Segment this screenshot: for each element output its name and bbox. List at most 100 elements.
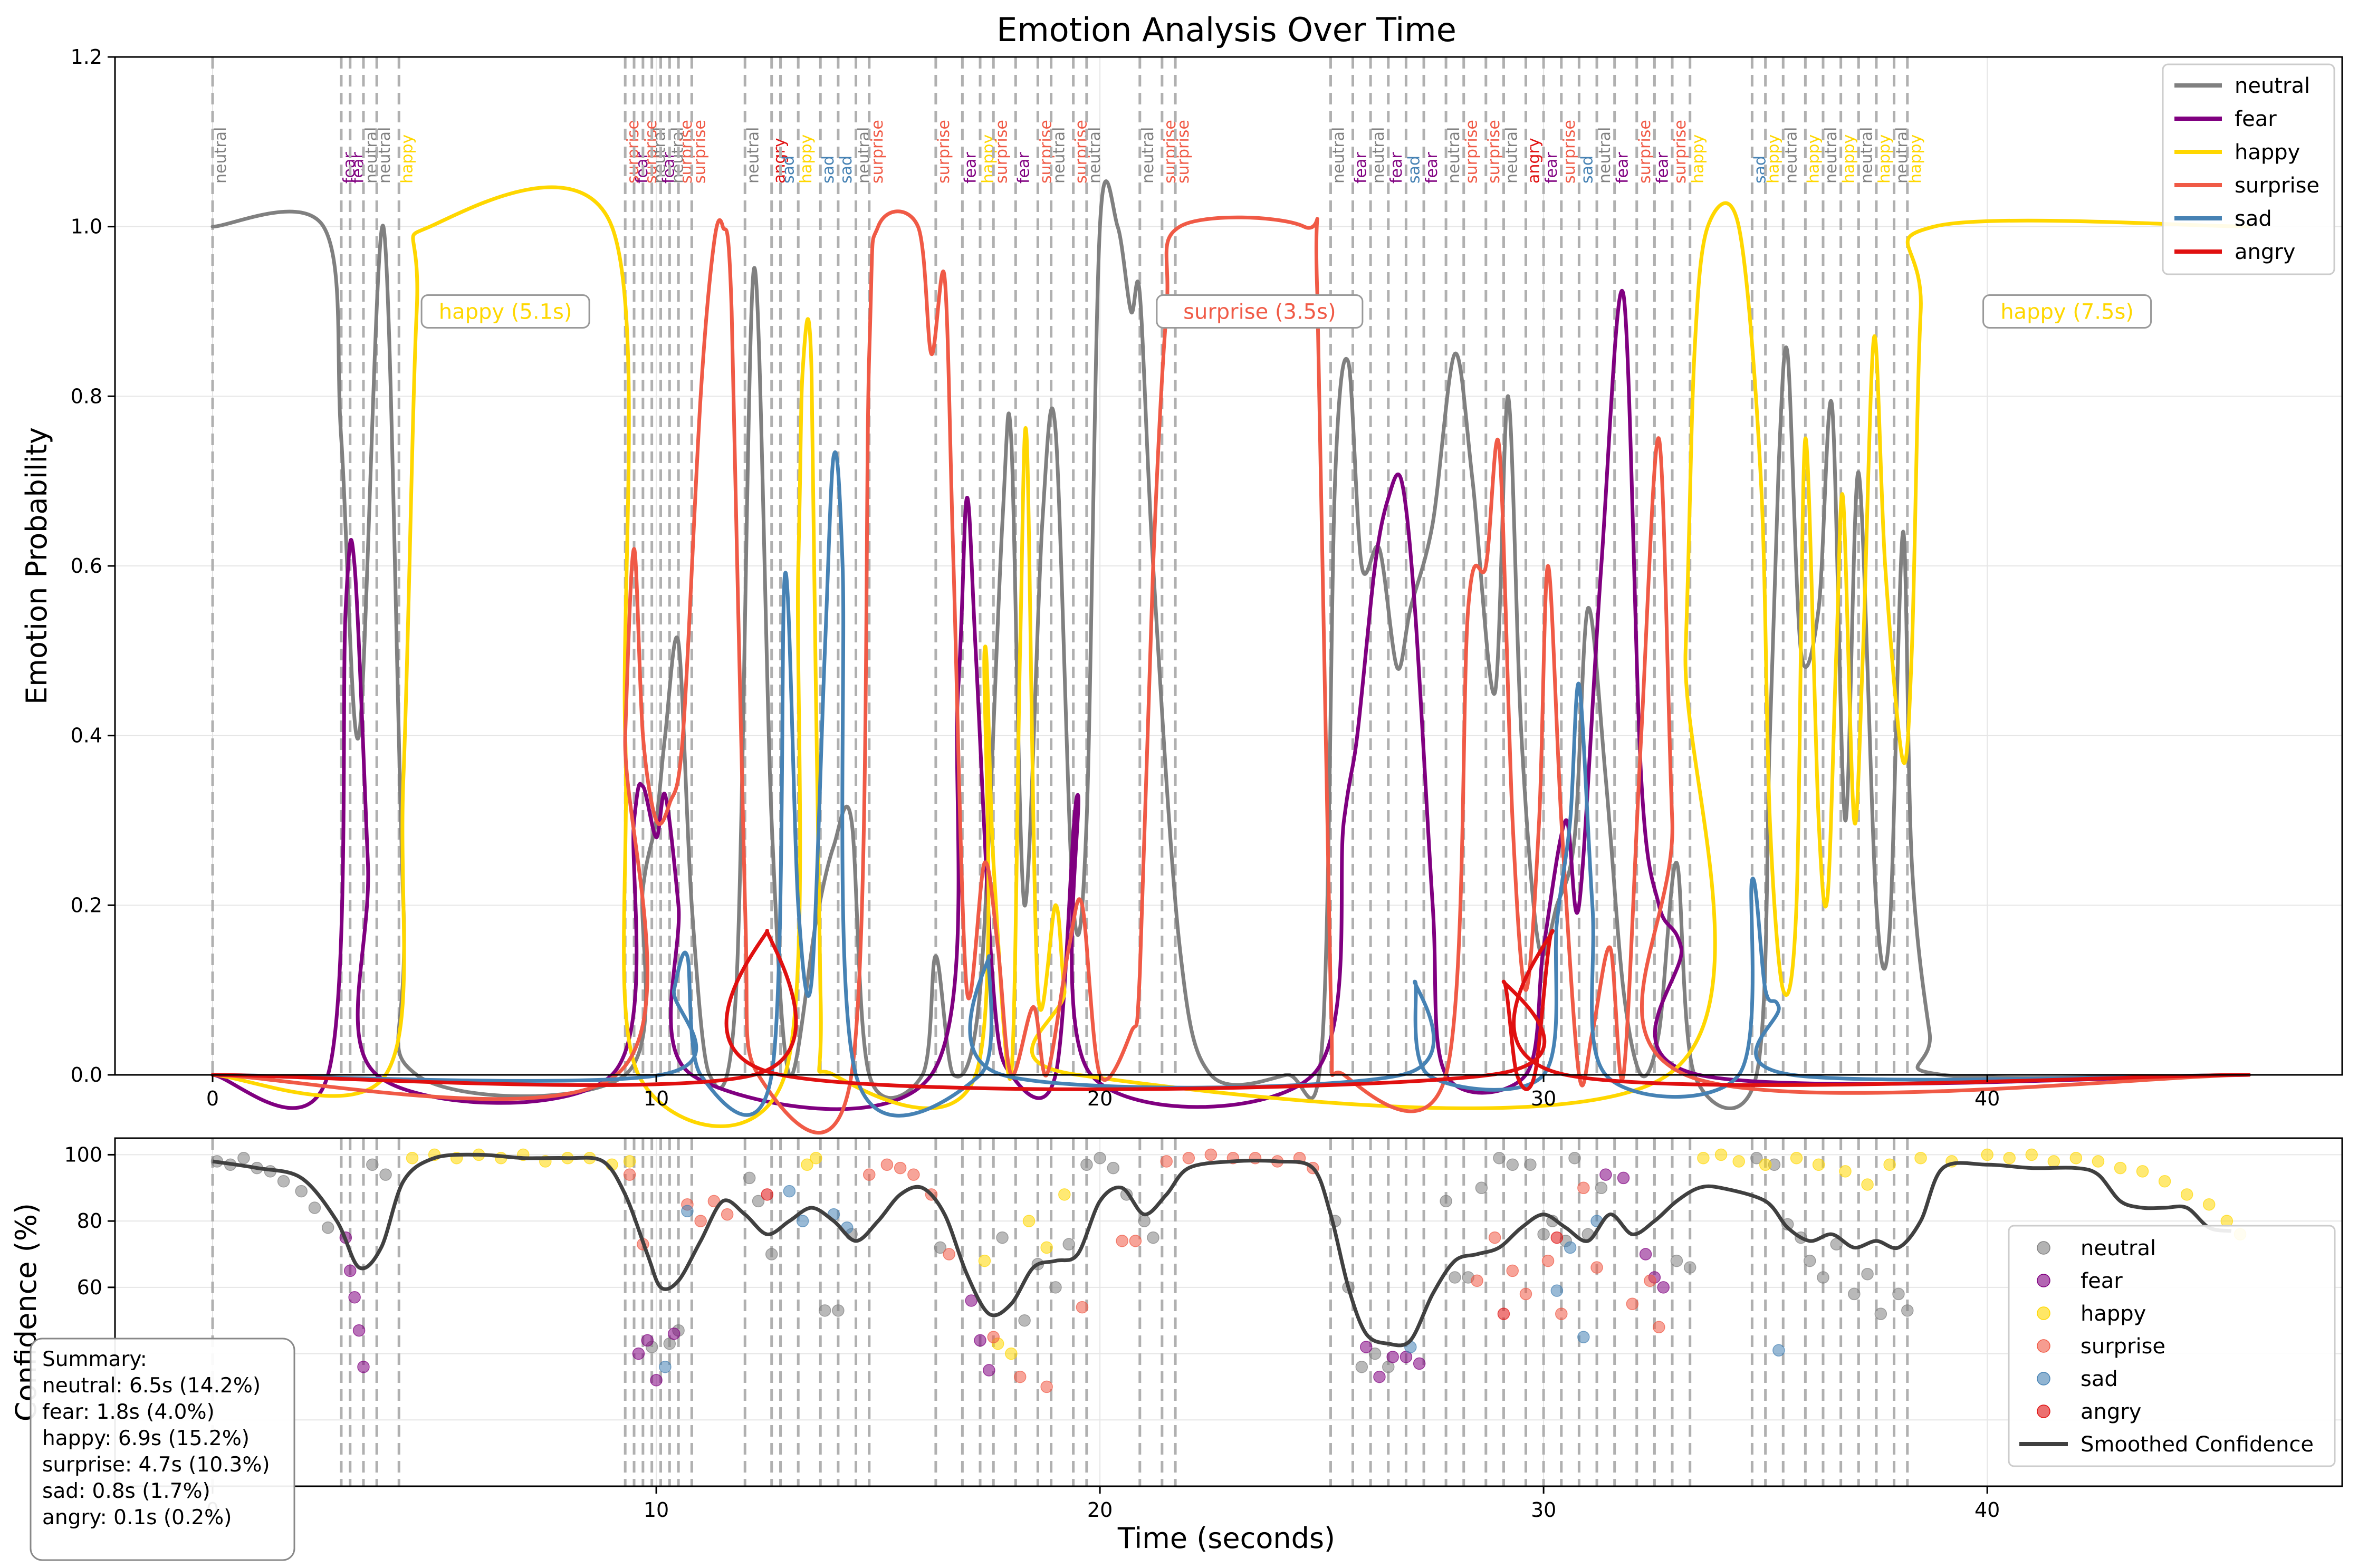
change-marker-label: surprise xyxy=(1463,120,1481,184)
legend-swatch xyxy=(2037,1372,2050,1386)
change-marker-label: happy xyxy=(1875,134,1894,184)
scatter-point-surprise xyxy=(1204,1148,1218,1161)
change-marker-label: surprise xyxy=(1174,120,1193,184)
scatter-point-sad xyxy=(796,1215,809,1227)
scatter-point-neutral xyxy=(934,1241,947,1254)
scatter-point-happy xyxy=(1732,1155,1745,1168)
scatter-point-fear xyxy=(348,1291,361,1304)
scatter-point-fear xyxy=(1657,1281,1670,1294)
scatter-point-fear xyxy=(1386,1351,1399,1363)
scatter-point-neutral xyxy=(1493,1151,1506,1165)
summary-heading: Summary: xyxy=(42,1348,147,1371)
scatter-point-happy xyxy=(2180,1188,2193,1201)
segment-annotations: happy (5.1s) surprise (3.5s) happy (7.5s) xyxy=(420,294,2152,329)
summary-line: surprise: 4.7s (10.3%) xyxy=(42,1453,270,1477)
scatter-point-fear xyxy=(650,1374,663,1387)
scatter-point-happy xyxy=(2047,1155,2060,1168)
scatter-point-neutral xyxy=(1138,1215,1151,1227)
legend-entry-label: angry xyxy=(2235,240,2295,264)
scatter-point-surprise xyxy=(694,1215,707,1227)
legend-swatch xyxy=(2037,1405,2050,1418)
scatter-point-fear xyxy=(1373,1370,1386,1383)
legend-entry-label: neutral xyxy=(2235,74,2310,98)
summary-box: Summary: neutral: 6.5s (14.2%) fear: 1.8… xyxy=(30,1338,295,1561)
top-x-ticks: 0 10 20 30 40 xyxy=(206,1075,2000,1110)
summary-line: sad: 0.8s (1.7%) xyxy=(42,1479,210,1503)
scatter-point-neutral xyxy=(1440,1195,1452,1208)
scatter-point-neutral xyxy=(743,1171,756,1185)
scatter-point-fear xyxy=(667,1327,680,1340)
scatter-point-neutral xyxy=(1892,1287,1905,1301)
scatter-point-angry xyxy=(761,1188,774,1201)
scatter-point-happy xyxy=(2158,1175,2171,1188)
scatter-point-happy xyxy=(1883,1158,1896,1171)
scatter-point-neutral xyxy=(1049,1281,1062,1294)
scatter-point-neutral xyxy=(1147,1231,1159,1244)
scatter-point-neutral xyxy=(366,1158,379,1171)
legend-swatch xyxy=(2037,1241,2050,1255)
segment-annotation-box xyxy=(420,294,590,329)
scatter-point-neutral xyxy=(1368,1347,1382,1360)
scatter-point-surprise xyxy=(1644,1274,1656,1287)
series-line-neutral xyxy=(210,179,2251,1110)
scatter-point-neutral xyxy=(308,1201,321,1214)
scatter-point-neutral xyxy=(1080,1158,1093,1171)
scatter-point-happy xyxy=(1697,1151,1710,1165)
change-marker-label: sad xyxy=(780,156,798,184)
scatter-point-surprise xyxy=(623,1168,636,1181)
scatter-point-neutral xyxy=(379,1168,392,1181)
x-tick-label: 20 xyxy=(1087,1498,1113,1522)
scatter-point-surprise xyxy=(1626,1297,1639,1311)
scatter-point-neutral xyxy=(996,1231,1009,1244)
legend-entry-label: sad xyxy=(2081,1367,2118,1391)
legend-frame xyxy=(2008,1225,2336,1467)
scatter-point-surprise xyxy=(1160,1155,1173,1168)
scatter-point-fear xyxy=(983,1364,995,1377)
scatter-point-surprise xyxy=(1541,1254,1555,1267)
scatter-point-surprise xyxy=(707,1195,721,1208)
change-marker-label: neutral xyxy=(212,127,230,184)
change-marker-label: happy xyxy=(1689,134,1708,184)
scatter-point-happy xyxy=(978,1254,991,1267)
scatter-point-sad xyxy=(1564,1241,1577,1254)
scatter-point-surprise xyxy=(1129,1235,1142,1247)
summary-line: neutral: 6.5s (14.2%) xyxy=(42,1374,261,1398)
scatter-point-happy xyxy=(1861,1178,1874,1191)
change-marker-label: surprise xyxy=(691,120,709,184)
change-marker-label: happy xyxy=(1906,134,1925,184)
change-marker-label: surprise xyxy=(992,120,1011,184)
change-marker-label: fear xyxy=(1423,152,1441,184)
change-marker-label: surprise xyxy=(1485,120,1503,184)
scatter-point-surprise xyxy=(943,1248,955,1261)
y-tick-label: 100 xyxy=(64,1143,102,1166)
segment-annotation-box xyxy=(1156,294,1364,329)
scatter-point-neutral xyxy=(1568,1151,1581,1165)
change-marker-label: neutral xyxy=(376,127,394,184)
scatter-point-happy xyxy=(801,1158,813,1171)
x-tick-label: 10 xyxy=(644,1498,669,1522)
scatter-point-surprise xyxy=(894,1161,907,1175)
scatter-point-neutral xyxy=(1094,1151,1106,1165)
scatter-point-happy xyxy=(1790,1151,1803,1165)
legend-entry-label: fear xyxy=(2235,107,2277,131)
scatter-point-neutral xyxy=(1506,1158,1519,1171)
x-tick-label: 30 xyxy=(1531,1498,1556,1522)
change-marker-label: surprise xyxy=(1560,120,1579,184)
legend-swatch xyxy=(2037,1339,2050,1353)
scatter-point-sad xyxy=(783,1185,796,1198)
scatter-point-neutral xyxy=(1804,1254,1816,1267)
change-marker-label: surprise xyxy=(1636,120,1654,184)
scatter-point-surprise xyxy=(1116,1235,1128,1247)
bottom-plot-frame xyxy=(114,1137,2343,1487)
change-marker-label: happy xyxy=(398,134,416,184)
scatter-point-happy xyxy=(1914,1151,1927,1165)
x-tick-label: 40 xyxy=(1974,1087,2000,1110)
scatter-point-sad xyxy=(1550,1284,1564,1297)
scatter-point-surprise xyxy=(1076,1301,1089,1314)
scatter-point-happy xyxy=(623,1155,636,1168)
scatter-point-happy xyxy=(2003,1151,2016,1165)
top-series-lines xyxy=(210,179,2251,1135)
scatter-point-fear xyxy=(641,1334,654,1347)
change-marker-label: happy xyxy=(1840,134,1858,184)
